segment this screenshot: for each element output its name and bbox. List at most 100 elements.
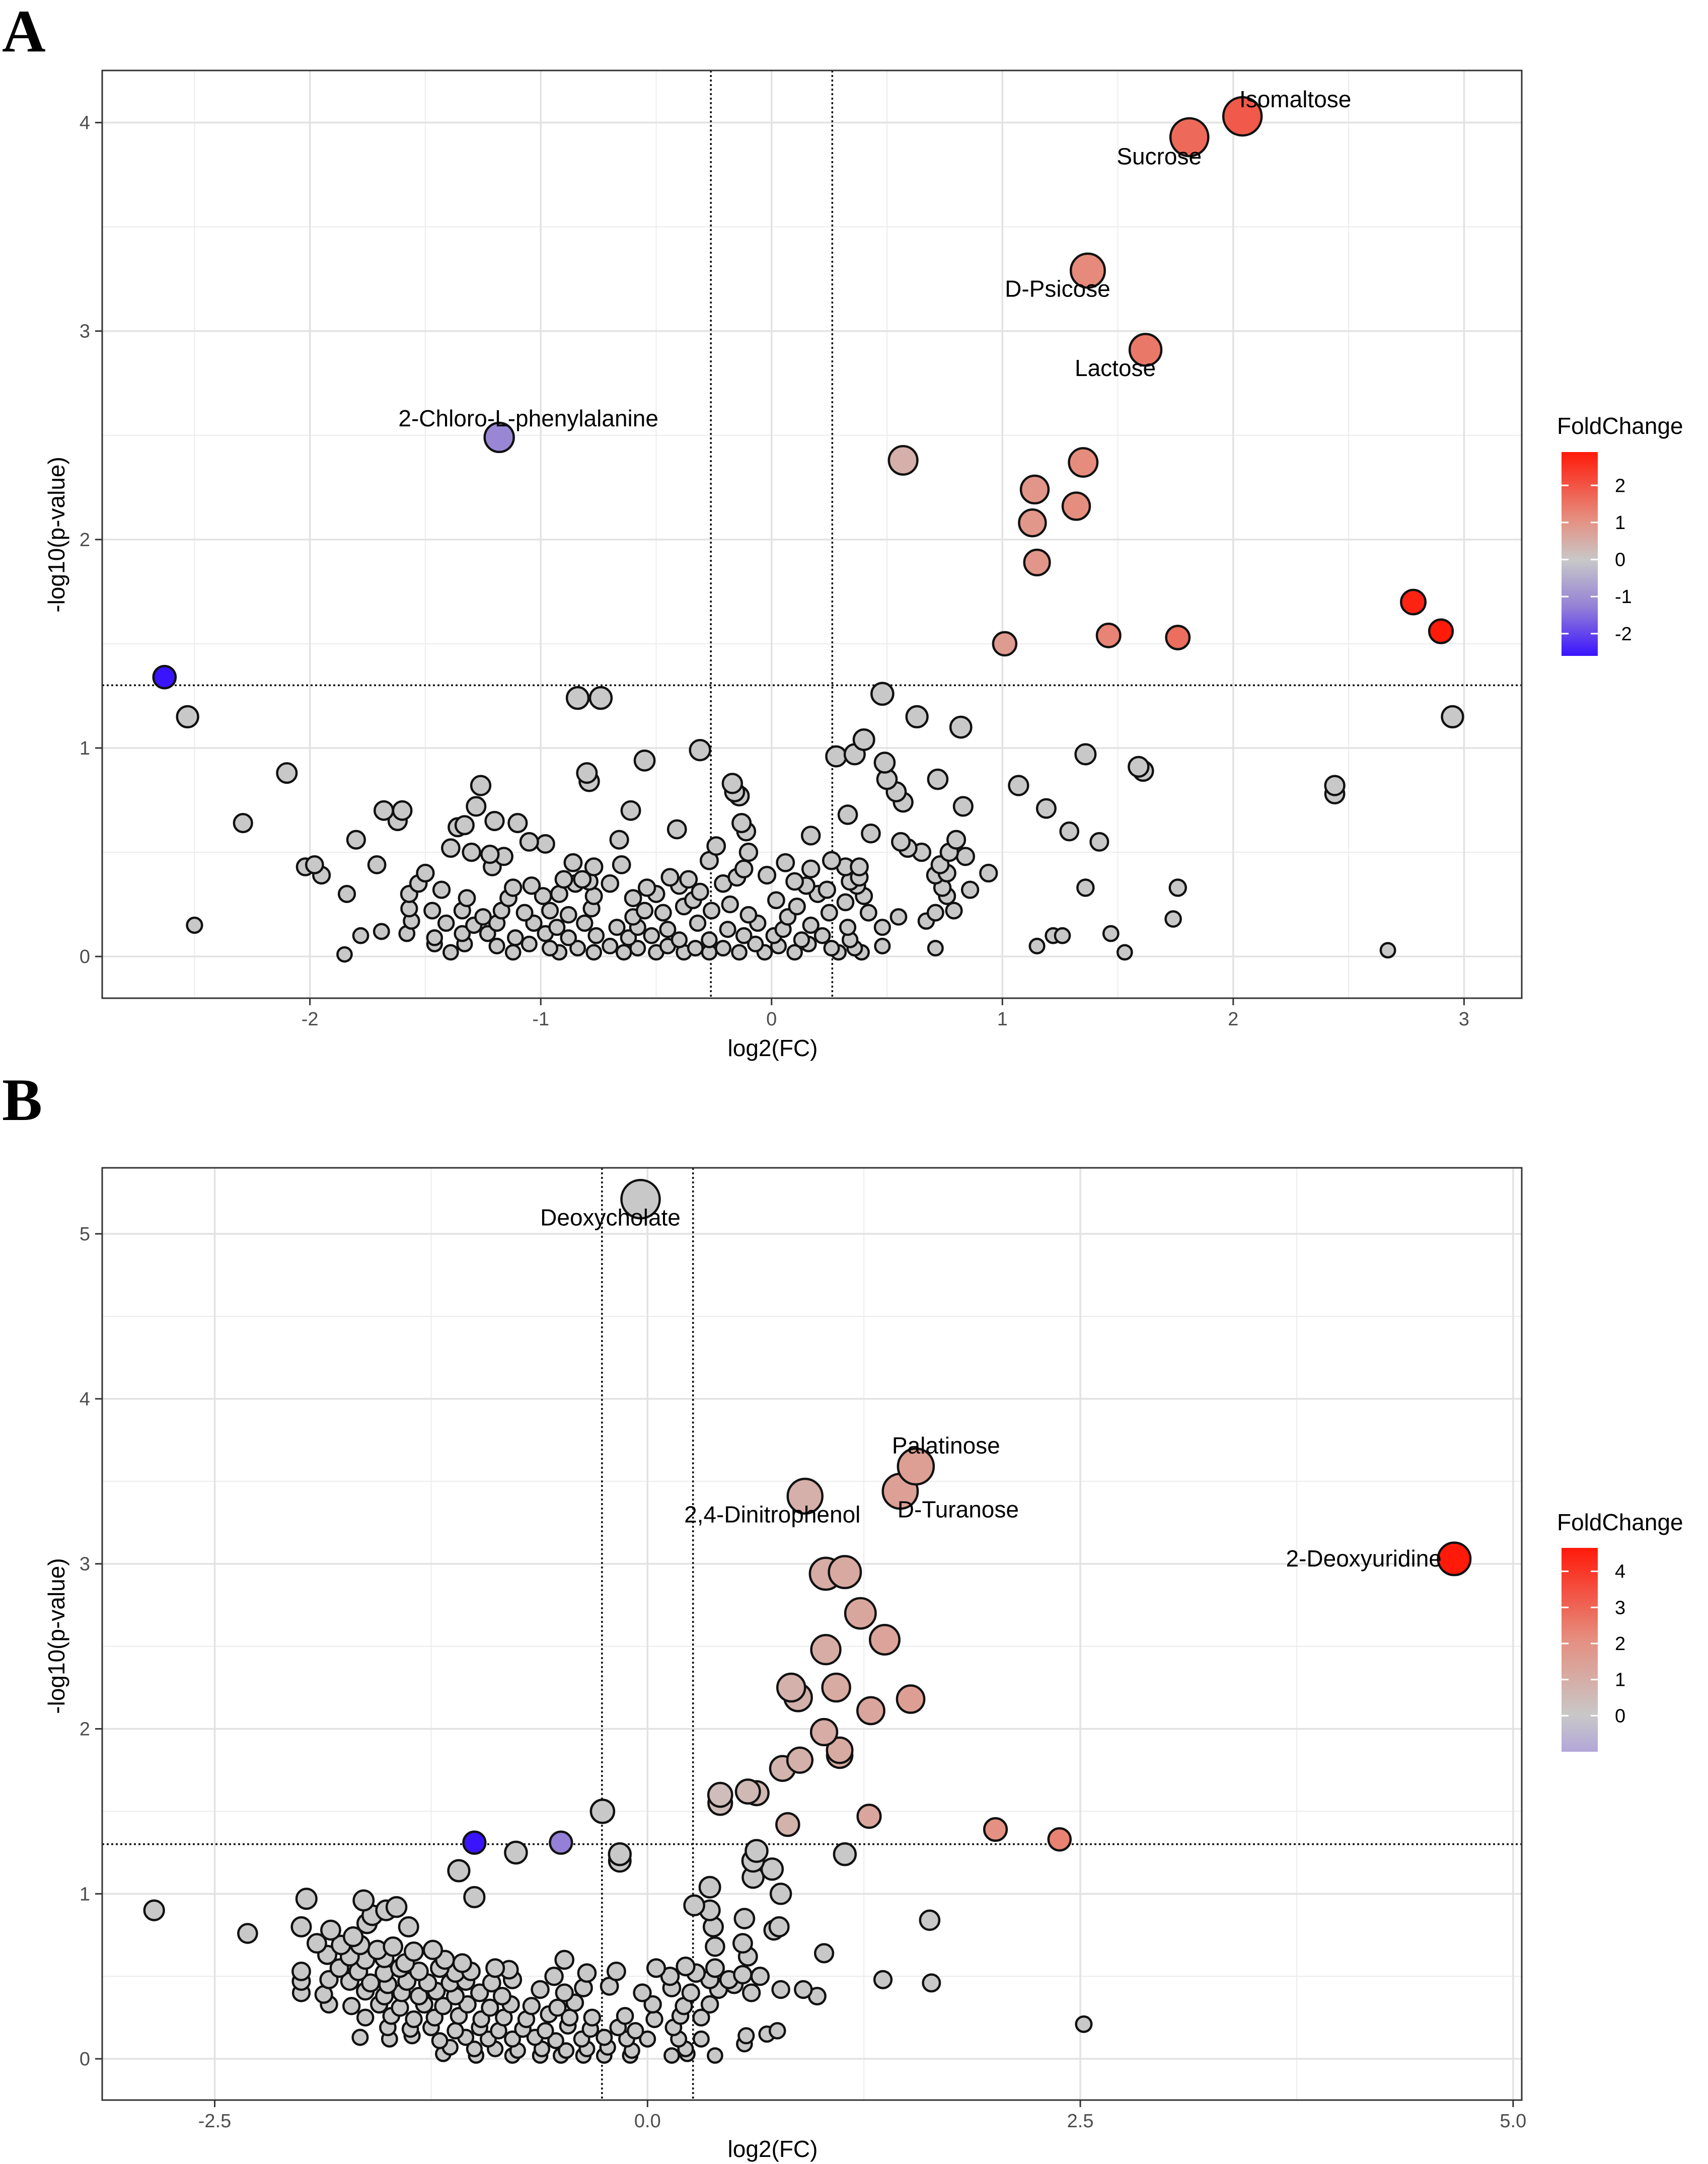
data-point — [405, 2010, 423, 2029]
data-point — [692, 2008, 710, 2027]
data-point — [683, 1894, 705, 1917]
data-point — [813, 927, 831, 944]
data-point — [434, 1996, 453, 2016]
data-point — [485, 1958, 505, 1978]
data-point — [896, 1684, 926, 1714]
data-point — [373, 923, 390, 940]
data-point — [1102, 925, 1120, 942]
data-point — [826, 1736, 854, 1764]
data-point — [887, 444, 919, 476]
data-point — [794, 1980, 813, 1999]
data-point — [679, 870, 698, 889]
data-point — [554, 1950, 575, 1970]
colorbar-tick-label: 1 — [1615, 1670, 1625, 1691]
data-point — [422, 1939, 443, 1960]
plot-area-b — [102, 1168, 1522, 2100]
legend-title-b: FoldChange — [1557, 1509, 1683, 1535]
data-point — [615, 944, 632, 961]
data-point — [919, 1909, 941, 1931]
data-point — [706, 836, 726, 856]
data-point — [507, 813, 528, 834]
data-point — [346, 830, 366, 850]
data-point — [837, 804, 858, 825]
y-tick-label: 0 — [80, 946, 90, 967]
data-point — [1165, 625, 1191, 650]
data-point — [588, 686, 613, 710]
data-point — [1164, 910, 1182, 928]
data-point — [442, 944, 459, 961]
data-point — [577, 1963, 597, 1983]
data-point — [707, 2047, 723, 2064]
data-point — [466, 796, 487, 817]
data-point — [643, 927, 660, 944]
threshold-lines-b — [102, 1168, 1522, 2100]
grid-major-b — [102, 1168, 1522, 2100]
data-point — [785, 872, 804, 891]
x-ticks-b: -2.5 0.0 2.5 5.0 — [198, 2100, 1526, 2132]
data-point — [1019, 474, 1050, 505]
data-point — [626, 2022, 644, 2040]
point-label: 2,4-Dinitrophenol — [684, 1501, 860, 1527]
data-point — [1169, 117, 1210, 158]
data-point — [584, 857, 604, 876]
colorbar-tick-label: 0 — [1615, 1705, 1625, 1727]
data-point — [431, 2032, 449, 2049]
y-axis-title-a: -log10(p-value) — [43, 457, 69, 612]
data-point — [544, 1966, 564, 1986]
data-point — [454, 815, 475, 836]
data-point — [705, 1936, 725, 1957]
data-point — [731, 944, 748, 961]
data-point — [1128, 333, 1163, 367]
data-point — [737, 2027, 755, 2045]
data-point — [587, 927, 605, 944]
data-point — [735, 927, 753, 944]
data-point — [1324, 775, 1346, 796]
data-point — [856, 1696, 885, 1726]
data-point — [608, 919, 626, 936]
colorbar-tick-label: 4 — [1615, 1561, 1625, 1583]
data-point — [403, 1941, 424, 1962]
data-point — [233, 813, 253, 834]
data-point — [237, 1923, 258, 1944]
data-point — [576, 914, 593, 932]
data-point — [1128, 756, 1150, 778]
data-point — [352, 927, 369, 944]
colorbar-tick-label: 3 — [1615, 1597, 1625, 1618]
data-point — [479, 925, 496, 942]
data-point — [927, 768, 949, 790]
panel-letter-a: A — [2, 0, 46, 64]
data-point — [352, 1889, 375, 1912]
data-point — [612, 855, 631, 874]
data-point — [952, 796, 974, 817]
data-point — [1035, 798, 1057, 819]
colorbar-tick-label: 1 — [1615, 512, 1625, 534]
data-point — [738, 842, 759, 862]
data-point — [367, 855, 387, 874]
data-point — [361, 1973, 381, 1993]
data-point — [645, 2010, 663, 2029]
data-point — [416, 863, 435, 883]
data-point — [836, 893, 855, 912]
data-point — [741, 1983, 761, 2002]
data-point — [850, 857, 869, 876]
y-tick-label: 1 — [80, 738, 90, 759]
data-point — [515, 904, 534, 922]
data-point — [828, 1555, 862, 1590]
data-point — [930, 855, 950, 874]
data-point — [385, 1896, 408, 1918]
data-point — [519, 832, 539, 852]
data-point — [643, 1995, 662, 2014]
point-labels-b: Deoxycholate Palatinose D-Turanose 2,4-Dini… — [540, 1204, 1442, 1572]
point-label: Deoxycholate — [540, 1204, 681, 1230]
y-axis-title-b: -log10(p-value) — [43, 1558, 69, 1713]
data-point — [573, 870, 592, 889]
data-point — [480, 845, 500, 864]
data-point — [1008, 775, 1029, 796]
data-point — [689, 914, 707, 932]
y-tick-label: 4 — [80, 1389, 90, 1410]
data-point — [620, 1179, 661, 1220]
data-point — [960, 880, 980, 899]
colorbar-ticks-a: 2 1 0 -1 -2 — [1562, 475, 1632, 645]
data-point — [176, 705, 199, 729]
